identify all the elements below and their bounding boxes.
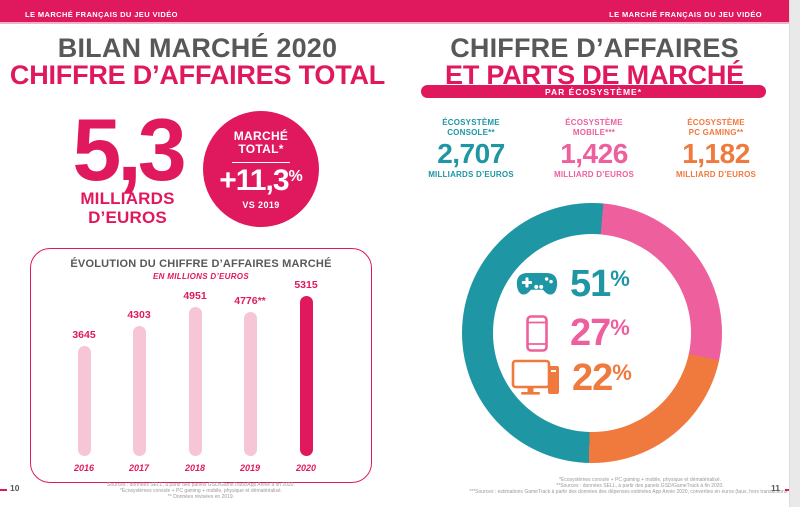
donut-legend-mobile: 27% <box>514 314 630 352</box>
donut-legend-pc: 22% <box>510 359 632 397</box>
stat-mobile: ÉCOSYSTÈME MOBILE*** 1,426 MILLIARD D’EUR… <box>524 118 664 179</box>
ecosystem-banner: PAR ÉCOSYSTÈME* <box>421 85 766 98</box>
page-number-right: 11 <box>771 483 780 493</box>
stat-mobile-label: ÉCOSYSTÈME MOBILE*** <box>565 118 623 137</box>
bar-year-2017: 2017 <box>128 463 150 473</box>
bar-chart: ÉVOLUTION DU CHIFFRE D’AFFAIRES MARCHÉ E… <box>30 248 372 483</box>
percent-sign: % <box>288 168 303 186</box>
badge-title-line2: TOTAL* <box>238 142 284 157</box>
pc-share: 22% <box>572 357 632 399</box>
market-total-badge: MARCHÉ TOTAL* +11,3% VS 2019 <box>203 111 319 227</box>
header-title-right: LE MARCHÉ FRANÇAIS DU JEU VIDÉO <box>609 10 762 19</box>
console-share: 51% <box>570 263 630 305</box>
page-number-left: 10 <box>10 483 20 493</box>
bar-year-2018: 2018 <box>184 463 206 473</box>
bar-year-2020: 2020 <box>295 463 317 473</box>
stat-pc-gaming-label: ÉCOSYSTÈME PC GAMING** <box>687 118 745 137</box>
right-page: CHIFFRE D’AFFAIRES ET PARTS DE MARCHÉ PA… <box>400 0 789 507</box>
gamepad-icon <box>514 269 560 299</box>
smartphone-icon <box>514 314 560 352</box>
bar-value-2019: 4776** <box>234 295 266 307</box>
right-page-footnotes: *Écosystèmes console + PC gaming + mobil… <box>460 477 800 495</box>
unit-line2: D’EUROS <box>88 207 167 227</box>
bar-chart-subtitle: EN MILLIONS D’EUROS <box>153 272 249 281</box>
unit-line1: MILLIARDS <box>80 189 175 208</box>
badge-divider <box>232 161 290 164</box>
bar-year-2016: 2016 <box>73 463 95 473</box>
left-page-title: BILAN MARCHÉ 2020 <box>57 33 338 63</box>
total-revenue-value: 5,3 <box>72 100 186 199</box>
bar-value-2016: 3645 <box>72 329 96 341</box>
stat-pc-gaming-unit: MILLIARD D’EUROS <box>675 170 757 180</box>
header-title-left: LE MARCHÉ FRANÇAIS DU JEU VIDÉO <box>25 10 178 19</box>
stat-mobile-value: 1,426 <box>560 138 628 169</box>
donut-chart <box>462 203 722 463</box>
header-bar: LE MARCHÉ FRANÇAIS DU JEU VIDÉO LE MARCH… <box>0 0 789 22</box>
mobile-share: 27% <box>570 312 630 354</box>
footnote-line: Sources : données SELL, à partir des pan… <box>107 482 295 488</box>
bar-value-2017: 4303 <box>127 309 151 321</box>
bar-year-2019: 2019 <box>239 463 261 473</box>
bar-2018 <box>189 307 202 456</box>
stat-pc-gaming: ÉCOSYSTÈME PC GAMING** 1,182 MILLIARD D’E… <box>646 118 786 179</box>
stat-mobile-unit: MILLIARD D’EUROS <box>553 170 635 180</box>
badge-title-line1: MARCHÉ <box>233 128 289 143</box>
left-page-subtitle: CHIFFRE D’AFFAIRES TOTAL <box>9 60 386 90</box>
bar-2020 <box>300 296 313 456</box>
bar-value-2020: 5315 <box>294 279 318 291</box>
stat-console: ÉCOSYSTÈME CONSOLE** 2,707 MILLIARDS D’EU… <box>401 118 541 179</box>
left-page-footnotes: Sources : données SELL, à partir des pan… <box>40 482 362 500</box>
footnote-line: **Sources : données SELL, à partir des p… <box>556 482 724 489</box>
stat-console-label: ÉCOSYSTÈME CONSOLE** <box>442 118 500 137</box>
bar-value-2018: 4951 <box>183 290 207 302</box>
bar-chart-title: ÉVOLUTION DU CHIFFRE D’AFFAIRES MARCHÉ <box>70 258 332 270</box>
footnote-line: ** Données révisées en 2019. <box>167 493 235 500</box>
total-revenue-unit: MILLIARDS D’EUROS <box>40 189 215 227</box>
bar-2017 <box>133 326 146 456</box>
page-number-dash-left <box>0 489 7 491</box>
donut-hole <box>493 234 691 432</box>
viewer-background-strip <box>789 0 800 507</box>
stat-pc-gaming-value: 1,182 <box>682 138 750 169</box>
footnote-line: ***Sources : estimations GameTrack à par… <box>469 488 800 495</box>
badge-vs-caption: VS 2019 <box>242 200 280 211</box>
bar-2019 <box>244 312 257 456</box>
right-page-title: CHIFFRE D’AFFAIRES <box>450 33 739 63</box>
bar-2016 <box>78 346 91 456</box>
badge-growth-value: +11,3% <box>219 164 303 198</box>
footnote-line: *Écosystèmes console + PC gaming + mobil… <box>558 477 722 483</box>
stat-console-value: 2,707 <box>437 138 505 169</box>
desktop-icon <box>510 359 564 397</box>
donut-legend-console: 51% <box>514 265 630 303</box>
stat-console-unit: MILLIARDS D’EUROS <box>428 170 514 180</box>
left-page: BILAN MARCHÉ 2020 CHIFFRE D’AFFAIRES TOT… <box>0 0 395 507</box>
footnote-line: *Écosystèmes console + PC gaming + mobil… <box>119 487 283 494</box>
